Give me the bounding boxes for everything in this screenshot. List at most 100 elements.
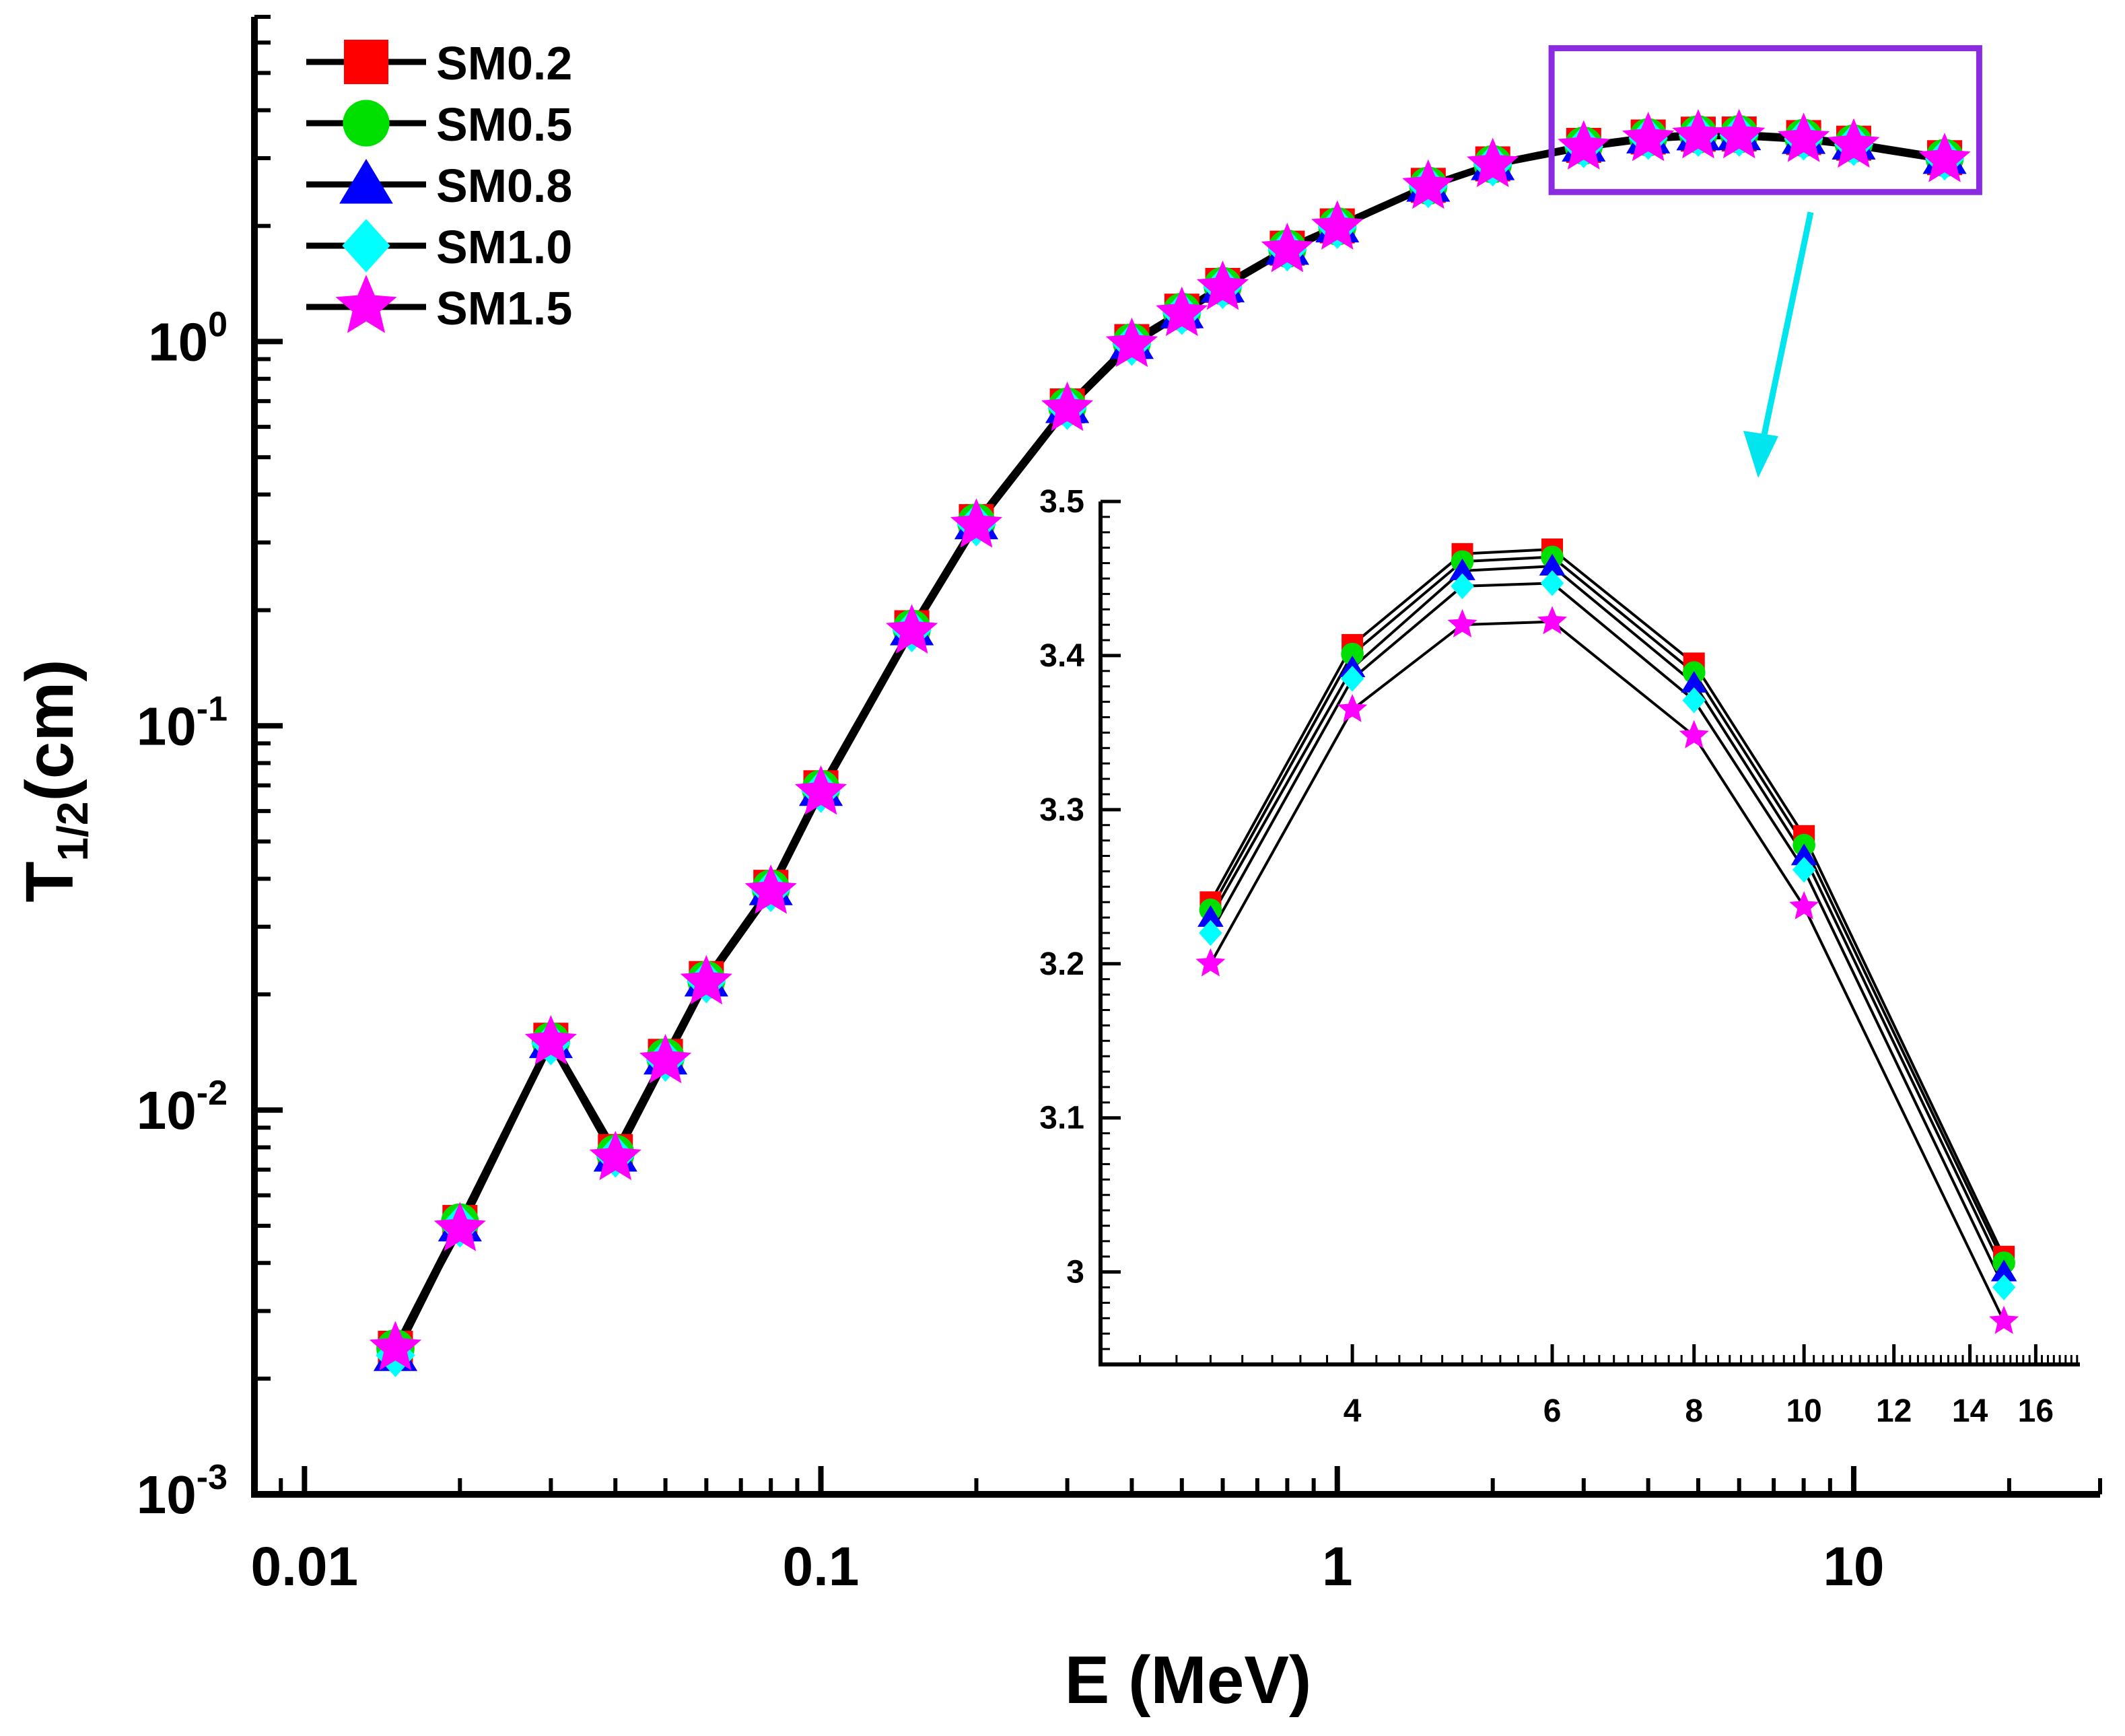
inset-x-tick-label: 4 bbox=[1344, 1393, 1362, 1429]
y-axis-label-unit: (cm) bbox=[12, 659, 88, 801]
inset-data-point bbox=[1337, 693, 1368, 722]
legend-label: SM1.0 bbox=[436, 221, 572, 273]
inset-data-point bbox=[1451, 573, 1474, 600]
data-point bbox=[589, 1130, 641, 1181]
inset-data-point bbox=[1679, 720, 1709, 749]
legend-item-sm1-5: SM1.5 bbox=[306, 275, 572, 335]
data-point bbox=[950, 498, 1003, 548]
data-point bbox=[1918, 133, 1971, 182]
data-point bbox=[1713, 108, 1766, 159]
data-point bbox=[1558, 120, 1610, 170]
inset-series-points-sm1-0 bbox=[1199, 570, 2016, 1300]
x-tick-label: 10 bbox=[1823, 1536, 1884, 1597]
y-tick-label: 10-2 bbox=[137, 1074, 228, 1140]
data-point bbox=[1827, 118, 1880, 168]
inset-data-point bbox=[1340, 666, 1364, 692]
legend-marker bbox=[342, 219, 390, 273]
legend-label: SM0.8 bbox=[436, 160, 572, 212]
inset-plot: 4 6 8 10 12 14 16 3 3.1 3.2 3.3 3.4 3.5 bbox=[1039, 484, 2080, 1429]
zoom-annotation bbox=[1548, 45, 1982, 478]
inset-series-points-sm0-8 bbox=[1197, 553, 2017, 1282]
inset-data-point bbox=[1682, 687, 1706, 714]
inset-x-tick-label: 12 bbox=[1876, 1393, 1912, 1429]
zoom-arrow-head bbox=[1743, 431, 1778, 478]
data-point bbox=[1402, 159, 1455, 209]
inset-data-point bbox=[1199, 919, 1222, 946]
data-point bbox=[639, 1034, 692, 1084]
inset-data-point bbox=[1540, 570, 1564, 596]
y-axis-label-subscript: 1/2 bbox=[48, 802, 97, 862]
legend: SM0.2 SM0.5 SM0.8 SM1.0 SM1.5 bbox=[306, 37, 572, 335]
zoom-arrow-shaft bbox=[1757, 211, 1814, 452]
legend-marker bbox=[339, 159, 393, 204]
inset-data-point bbox=[1449, 558, 1475, 580]
data-point bbox=[1778, 112, 1830, 162]
inset-data-point bbox=[1537, 606, 1568, 635]
legend-item-sm0-2: SM0.2 bbox=[306, 37, 572, 90]
legend-item-sm0-5: SM0.5 bbox=[306, 98, 572, 151]
legend-label: SM0.5 bbox=[436, 98, 572, 151]
data-point bbox=[1467, 137, 1519, 187]
data-point bbox=[1672, 109, 1725, 159]
inset-data-point bbox=[1447, 609, 1477, 637]
data-point bbox=[1041, 381, 1094, 431]
data-point bbox=[744, 864, 797, 914]
data-point bbox=[886, 604, 938, 654]
legend-marker bbox=[343, 100, 390, 147]
main-plot: 0.01 0.1 1 10 10-3 10-2 10-1 100 bbox=[137, 15, 2102, 1597]
inset-x-tick-label: 10 bbox=[1786, 1393, 1821, 1429]
inset-x-tick-label: 16 bbox=[2018, 1393, 2054, 1429]
y-tick-label: 10-3 bbox=[137, 1458, 228, 1525]
inset-series-points-sm1-5 bbox=[1195, 606, 2019, 1334]
inset-data-point bbox=[1992, 1274, 2016, 1300]
series-points-sm1-5 bbox=[369, 108, 1971, 1370]
data-point bbox=[1622, 112, 1675, 162]
inset-data-point bbox=[1989, 1305, 2019, 1334]
y-tick-label: 10-1 bbox=[137, 689, 228, 756]
inset-data-point bbox=[1990, 1259, 2017, 1282]
data-point bbox=[1196, 261, 1249, 310]
legend-label: SM0.2 bbox=[436, 37, 572, 90]
inset-x-tick-label: 14 bbox=[1952, 1393, 1988, 1429]
legend-marker bbox=[335, 275, 397, 333]
inset-y-tick-label: 3.2 bbox=[1039, 946, 1084, 982]
y-axis-label: T1/2(cm) bbox=[12, 659, 97, 902]
x-tick-label: 0.01 bbox=[251, 1536, 359, 1597]
inset-x-tick-label: 6 bbox=[1543, 1393, 1562, 1429]
inset-data-point bbox=[1539, 553, 1566, 576]
inset-y-tick-label: 3.4 bbox=[1039, 638, 1084, 674]
zoom-highlight-box bbox=[1548, 45, 1982, 195]
x-axis-label: E (MeV) bbox=[1065, 1642, 1312, 1718]
data-point bbox=[680, 954, 732, 1005]
data-point bbox=[1105, 317, 1158, 368]
inset-y-tick-label: 3.1 bbox=[1039, 1101, 1084, 1136]
inset-x-tick-label: 8 bbox=[1685, 1393, 1703, 1429]
data-point bbox=[369, 1321, 422, 1370]
inset-data-point bbox=[1341, 642, 1364, 666]
y-axis-label-symbol: T bbox=[12, 862, 88, 903]
inset-background bbox=[1101, 501, 2080, 1364]
data-point bbox=[524, 1015, 577, 1065]
data-point bbox=[1156, 286, 1208, 337]
inset-data-point bbox=[1790, 843, 1817, 866]
data-point bbox=[1261, 222, 1313, 273]
data-point bbox=[1311, 200, 1364, 250]
inset-data-point bbox=[1197, 905, 1224, 927]
inset-y-tick-label: 3 bbox=[1066, 1255, 1084, 1290]
inset-data-point bbox=[1195, 948, 1226, 977]
legend-label: SM1.5 bbox=[436, 282, 572, 335]
legend-item-sm1-0: SM1.0 bbox=[306, 219, 572, 273]
inset-y-tick-label: 3.3 bbox=[1039, 792, 1084, 828]
x-tick-label: 1 bbox=[1322, 1536, 1353, 1597]
inset-data-point bbox=[1681, 670, 1708, 693]
inset-y-tick-label: 3.5 bbox=[1039, 484, 1084, 520]
legend-marker bbox=[344, 40, 388, 84]
inset-data-point bbox=[1789, 891, 1819, 919]
inset-data-point bbox=[1792, 856, 1816, 883]
data-point bbox=[433, 1202, 486, 1251]
data-point bbox=[794, 765, 847, 815]
y-tick-label: 100 bbox=[148, 305, 228, 372]
legend-item-sm0-8: SM0.8 bbox=[306, 159, 572, 212]
x-tick-label: 0.1 bbox=[783, 1536, 860, 1597]
